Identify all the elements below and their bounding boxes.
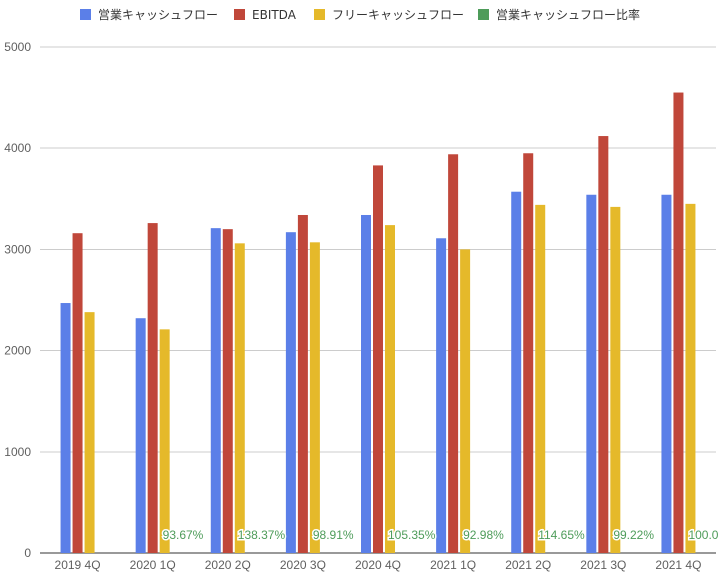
bar-operating-cf xyxy=(511,191,522,553)
ratio-data-label: 114.65% xyxy=(538,528,585,542)
y-tick-label: 1000 xyxy=(4,445,31,459)
legend-item[interactable]: 営業キャッシュフロー xyxy=(80,8,218,22)
ratio-data-label: 93.67% xyxy=(163,528,204,542)
legend: 営業キャッシュフロー EBITDA フリーキャッシュフロー 営業キャッシュフロー比率 xyxy=(80,7,640,22)
ratio-labels: 93.67% 138.37% 98.91% 105.35% 92.98% 114.65% 9… xyxy=(161,527,718,544)
legend-item[interactable]: 営業キャッシュフロー比率 xyxy=(478,7,640,22)
legend-item[interactable]: EBITDA xyxy=(234,8,297,22)
x-tick-label: 2021 4Q xyxy=(655,558,701,572)
ratio-data-label: 100.00% xyxy=(688,528,718,542)
bar-free-cf xyxy=(234,243,245,553)
bar-operating-cf xyxy=(661,194,672,553)
legend-swatch xyxy=(314,9,325,20)
ratio-data-label: 105.35% xyxy=(388,528,436,542)
bar-operating-cf xyxy=(135,318,146,553)
x-tick-label: 2019 4Q xyxy=(55,558,101,572)
bar-free-cf xyxy=(535,204,546,553)
bar-ebitda xyxy=(673,92,684,553)
y-tick-label: 4000 xyxy=(4,141,31,155)
bar-free-cf xyxy=(685,203,696,554)
legend-swatch xyxy=(478,9,489,20)
bar-ebitda xyxy=(448,154,459,553)
legend-swatch xyxy=(234,9,245,20)
bar-ebitda xyxy=(297,214,308,553)
x-tick-label: 2021 1Q xyxy=(430,558,476,572)
x-axis: 2019 4Q 2020 1Q 2020 2Q 2020 3Q 2020 4Q 2021 … xyxy=(55,558,702,572)
bar-free-cf xyxy=(159,329,170,553)
bar-ebitda xyxy=(523,153,534,553)
bar-operating-cf xyxy=(60,303,71,553)
x-tick-label: 2020 1Q xyxy=(130,558,176,572)
bar-free-cf xyxy=(385,225,395,553)
ratio-data-label: 99.22% xyxy=(613,528,654,542)
bars xyxy=(60,92,696,554)
x-tick-label: 2020 4Q xyxy=(355,558,401,572)
y-tick-label: 2000 xyxy=(4,344,31,358)
ratio-data-label: 138.37% xyxy=(238,528,286,542)
bar-ebitda xyxy=(222,229,233,553)
bar-operating-cf xyxy=(436,238,447,553)
x-tick-label: 2021 2Q xyxy=(505,558,551,572)
legend-swatch xyxy=(80,9,91,20)
legend-label: 営業キャッシュフロー xyxy=(98,8,218,22)
bar-ebitda xyxy=(147,223,158,553)
y-tick-label: 3000 xyxy=(4,242,31,256)
legend-label: EBITDA xyxy=(252,8,297,22)
bar-free-cf xyxy=(309,242,320,554)
legend-label: フリーキャッシュフロー xyxy=(332,8,464,22)
x-tick-label: 2020 2Q xyxy=(205,558,251,572)
bar-free-cf xyxy=(610,206,621,553)
bar-operating-cf xyxy=(586,194,597,553)
bar-free-cf xyxy=(460,249,471,553)
bar-ebitda xyxy=(598,136,609,553)
y-tick-label: 0 xyxy=(24,546,31,560)
bar-operating-cf xyxy=(210,228,221,553)
ratio-data-label: 92.98% xyxy=(463,528,504,542)
bar-operating-cf xyxy=(285,232,296,554)
bar-ebitda xyxy=(373,165,383,554)
x-tick-label: 2020 3Q xyxy=(280,558,326,572)
x-tick-label: 2021 3Q xyxy=(580,558,626,572)
legend-item[interactable]: フリーキャッシュフロー xyxy=(314,8,464,22)
bar-operating-cf xyxy=(361,214,371,553)
bar-ebitda xyxy=(72,233,83,553)
bar-free-cf xyxy=(84,312,95,553)
ratio-data-label: 98.91% xyxy=(313,528,354,542)
legend-label: 営業キャッシュフロー比率 xyxy=(496,7,640,22)
y-tick-label: 5000 xyxy=(4,40,31,54)
y-axis: 0 1000 2000 3000 4000 5000 xyxy=(4,40,31,560)
